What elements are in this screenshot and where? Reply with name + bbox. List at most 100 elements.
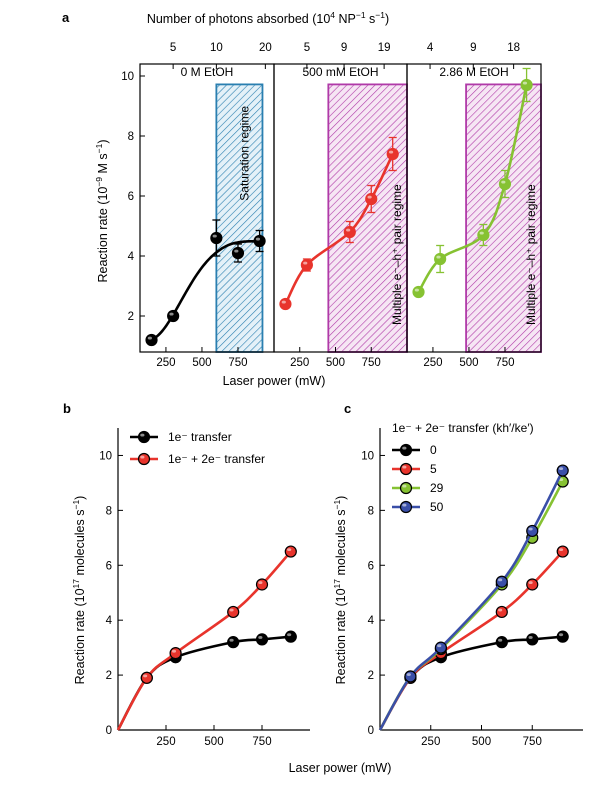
- panel-b-data-point: [255, 578, 269, 591]
- panel-c-data-point: [526, 524, 539, 538]
- panel-b-legend: 1e⁻ transfer 1e⁻ + 2e⁻ transfer: [130, 430, 265, 466]
- panel-c-legend-item: 29: [392, 481, 444, 495]
- panel-c-y-tick-label: 2: [368, 670, 374, 682]
- panel-b-legend-label: 1e⁻ + 2e⁻ transfer: [168, 452, 265, 466]
- panel-c-legend-item: 0: [392, 443, 437, 457]
- panel-b-data-point: [255, 633, 269, 646]
- panel-b-y-tick-label: 8: [106, 505, 112, 517]
- panel-c-legend-marker: [399, 500, 413, 514]
- panel-b-y-tick-label: 4: [106, 615, 113, 627]
- panel-c-legend-label: 0: [430, 443, 437, 457]
- panel-a-data-point: [386, 147, 399, 161]
- panel-b-x-tick-label: 250: [156, 736, 175, 748]
- panel-a-regime-label: Multiple e⁻–h⁺ pair regime: [524, 184, 538, 325]
- panel-c-legend: 1e⁻ + 2e⁻ transfer (kh′/ke′) 0 5 29 50: [392, 421, 534, 514]
- panel-a-data-point: [365, 192, 378, 206]
- panel-a-data-point: [145, 333, 158, 347]
- shared-x-axis-label: Laser power (mW): [289, 761, 392, 775]
- panel-c-legend-marker: [399, 443, 413, 457]
- panel-c-legend-item: 5: [392, 462, 437, 476]
- panel-b-data-point: [140, 671, 153, 684]
- panel-a-regime-box: [465, 83, 542, 353]
- panel-b: b Reaction rate (1017 molecules s−1) 0 2 4…: [63, 401, 310, 748]
- panel-a-y-tick-label: 8: [128, 131, 134, 143]
- panel-a-x-tick-label: 500: [326, 357, 345, 369]
- panel-c-legend-title: 1e⁻ + 2e⁻ transfer (kh′/ke′): [392, 421, 534, 435]
- panel-a-data-point: [231, 246, 245, 260]
- panel-a-data-point: [300, 258, 313, 272]
- panel-a-top-tick-label: 9: [341, 42, 347, 54]
- panel-c-label: c: [344, 401, 351, 416]
- panel-c-y-tick-label: 4: [368, 615, 375, 627]
- panel-a-x-tick-label: 750: [362, 357, 381, 369]
- panel-b-data-point: [169, 647, 182, 660]
- panel-a-top-tick-label: 4: [427, 42, 434, 54]
- panel-a-segment-2: Multiple e⁻–h⁺ pair regime 2.86 M EtOH 250…: [406, 42, 542, 369]
- panel-b-y-tick-label: 6: [106, 560, 112, 572]
- panel-a-x-tick-label: 500: [192, 357, 211, 369]
- panel-b-x-tick-label: 500: [204, 736, 223, 748]
- panel-b-y-tick-label: 2: [106, 670, 112, 682]
- panel-a-top-tick-label: 20: [259, 42, 272, 54]
- panel-b-y-tick-label: 10: [99, 450, 112, 462]
- panel-c-data-point: [404, 670, 417, 683]
- panel-c-y-tick-label: 8: [368, 505, 374, 517]
- panel-b-legend-label: 1e⁻ transfer: [168, 430, 232, 444]
- panel-a-data-point: [498, 177, 512, 191]
- panel-b-data-point: [284, 545, 297, 558]
- panel-b-series-1: [116, 545, 297, 731]
- panel-b-label: b: [63, 401, 71, 416]
- panel-a-top-tick-label: 5: [170, 42, 176, 54]
- panel-c-data-point: [526, 633, 539, 646]
- panel-c-data-point: [526, 578, 539, 591]
- panel-a-segment-frame: [406, 63, 542, 353]
- panel-c-data-point: [556, 545, 569, 558]
- panel-c: c Reaction rate (1017 molecules s−1) 0 2 4…: [332, 401, 583, 748]
- panel-c-legend-label: 5: [430, 462, 437, 476]
- panel-a-x-tick-label: 500: [459, 357, 478, 369]
- panel-a-top-tick-label: 9: [470, 42, 476, 54]
- panel-c-y-tick-label: 10: [361, 450, 374, 462]
- panel-c-legend-marker: [399, 462, 413, 476]
- panel-a-data-point: [279, 297, 292, 311]
- panel-c-data-point: [495, 636, 508, 649]
- panel-b-data-point: [284, 630, 297, 643]
- panel-c-legend-item: 50: [392, 500, 444, 514]
- panel-a-x-axis-label: Laser power (mW): [223, 374, 326, 388]
- panel-a-y-ticks: 2 4 6 8 10: [121, 71, 145, 323]
- panel-c-data-point: [495, 605, 508, 619]
- panel-a: a Number of photons absorbed (104 NP−1 s…: [62, 10, 542, 388]
- panel-a-label: a: [62, 10, 70, 25]
- panel-a-data-point: [477, 228, 490, 242]
- panel-a-x-tick-label: 250: [156, 357, 175, 369]
- panel-a-data-point: [412, 285, 425, 299]
- panel-b-legend-marker: [137, 430, 151, 444]
- panel-a-y-tick-label: 10: [121, 71, 134, 83]
- panel-a-x-tick-label: 750: [495, 357, 514, 369]
- panel-a-segment-0: Saturation regime 0 M EtOH 250 500 750 5 10 20: [139, 42, 275, 369]
- panel-c-data-point: [556, 464, 569, 477]
- panel-c-legend-label: 50: [430, 500, 444, 514]
- panel-a-data-point: [520, 78, 533, 92]
- panel-c-x-tick-label: 500: [472, 736, 491, 748]
- panel-b-data-point: [227, 636, 240, 649]
- panel-a-y-axis-label: Reaction rate (10−9 M s−1): [94, 139, 110, 282]
- panel-b-y-tick-label: 0: [106, 725, 112, 737]
- panel-a-x-tick-label: 250: [423, 357, 442, 369]
- panel-c-data-point: [434, 641, 447, 654]
- panel-a-y-tick-label: 4: [128, 251, 135, 263]
- panel-c-x-tick-label: 750: [523, 736, 542, 748]
- panel-a-y-tick-label: 6: [128, 191, 134, 203]
- panel-a-x-tick-label: 750: [228, 357, 247, 369]
- panel-a-segment-title: 500 mM EtOH: [302, 65, 378, 79]
- panel-a-y-tick-label: 2: [128, 311, 134, 323]
- panel-a-top-tick-label: 10: [210, 42, 223, 54]
- panel-a-regime-box: [327, 83, 408, 353]
- panel-c-y-tick-label: 6: [368, 560, 374, 572]
- panel-a-top-tick-label: 5: [304, 42, 310, 54]
- panel-c-series-3: [378, 464, 569, 731]
- panel-c-series-line: [378, 480, 564, 731]
